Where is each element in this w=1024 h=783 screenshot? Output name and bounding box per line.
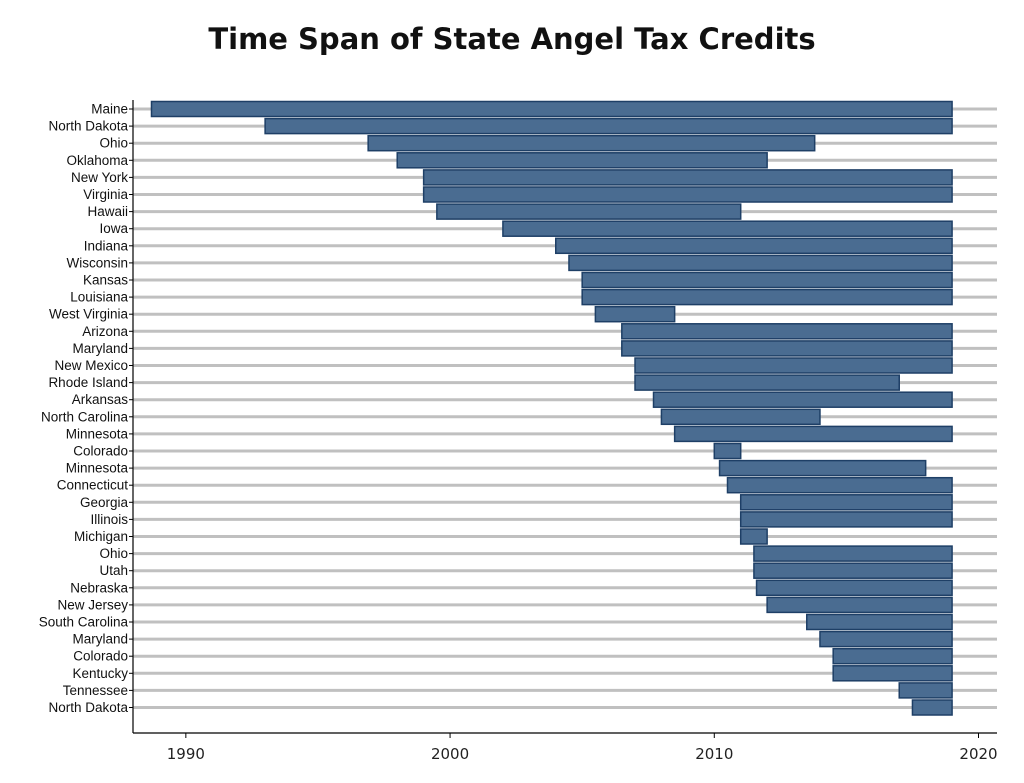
bar-maine xyxy=(150,100,953,118)
y-tick-label: Utah xyxy=(99,563,128,578)
bar-tennessee xyxy=(898,682,953,699)
y-tick-label: Minnesota xyxy=(66,426,129,441)
bar-louisiana xyxy=(581,288,953,306)
bar-illinois xyxy=(739,511,953,528)
y-tick-label: Georgia xyxy=(80,495,129,510)
bar-new-mexico xyxy=(634,357,953,374)
y-tick-label: Kentucky xyxy=(72,666,128,681)
bar-oklahoma xyxy=(396,152,768,169)
bar-new-york xyxy=(422,169,953,186)
y-tick-label: Iowa xyxy=(99,221,128,236)
bar-minnesota xyxy=(718,459,927,477)
bar-arizona xyxy=(621,323,953,340)
bar-north-carolina xyxy=(660,408,821,426)
x-tick-label: 2000 xyxy=(431,745,469,763)
bar-ohio xyxy=(753,545,953,562)
y-tick-label: New York xyxy=(71,170,128,185)
bar-west-virginia xyxy=(594,305,676,323)
bar-virginia xyxy=(422,186,953,203)
y-tick-label: North Carolina xyxy=(41,409,129,424)
y-tick-label: Louisiana xyxy=(70,290,128,305)
bar-new-jersey xyxy=(766,596,953,614)
y-tick-label: Colorado xyxy=(73,649,128,664)
y-tick-label: Michigan xyxy=(74,529,128,544)
bar-minnesota xyxy=(673,425,953,443)
bar-north-dakota xyxy=(264,117,953,135)
x-tick-label: 2020 xyxy=(959,745,997,763)
bar-michigan xyxy=(739,528,768,545)
bar-kentucky xyxy=(832,665,953,682)
bar-iowa xyxy=(502,220,953,237)
bar-indiana xyxy=(555,237,953,255)
axis-layer xyxy=(129,100,997,738)
bar-wisconsin xyxy=(568,254,953,272)
y-tick-label: Ohio xyxy=(99,136,128,151)
bar-arkansas xyxy=(652,391,953,408)
y-tick-label: Nebraska xyxy=(70,580,128,595)
y-tick-label: Tennessee xyxy=(63,683,128,698)
bar-north-dakota xyxy=(911,699,953,716)
y-tick-label: Hawaii xyxy=(87,204,128,219)
bar-maryland xyxy=(819,630,953,648)
y-tick-label: Maryland xyxy=(72,632,128,647)
chart-title: Time Span of State Angel Tax Credits xyxy=(208,22,816,56)
x-tick-labels: 1990 2000 2010 2020 xyxy=(167,745,998,763)
y-tick-labels: Maine North Dakota Ohio Oklahoma New York Vir… xyxy=(39,102,129,716)
y-tick-label: Maryland xyxy=(72,341,128,356)
x-tick-label: 2010 xyxy=(695,745,733,763)
y-tick-label: South Carolina xyxy=(39,615,129,630)
y-tick-label: North Dakota xyxy=(48,700,128,715)
bar-layer xyxy=(150,100,953,716)
y-tick-label: West Virginia xyxy=(49,307,129,322)
bar-ohio xyxy=(367,134,816,152)
bar-hawaii xyxy=(436,203,742,220)
bar-utah xyxy=(753,562,953,579)
y-tick-label: Oklahoma xyxy=(66,153,128,168)
bar-colorado xyxy=(832,647,953,665)
y-tick-label: Kansas xyxy=(83,273,128,288)
y-tick-label: Illinois xyxy=(90,512,128,527)
bar-maryland xyxy=(621,340,953,357)
bar-georgia xyxy=(739,494,953,511)
y-tick-label: Maine xyxy=(91,102,128,117)
x-tick-label: 1990 xyxy=(167,745,205,763)
y-tick-label: Connecticut xyxy=(57,478,129,493)
y-tick-label: Wisconsin xyxy=(66,255,128,270)
y-tick-label: Arizona xyxy=(82,324,128,339)
bar-kansas xyxy=(581,271,953,289)
y-tick-label: Ohio xyxy=(99,546,128,561)
y-tick-label: Arkansas xyxy=(72,392,129,407)
y-tick-label: Colorado xyxy=(73,444,128,459)
y-tick-label: Virginia xyxy=(83,187,128,202)
bar-nebraska xyxy=(755,579,953,597)
bar-connecticut xyxy=(726,476,953,494)
bar-rhode-island xyxy=(634,374,900,391)
y-tick-label: North Dakota xyxy=(48,119,128,134)
y-tick-label: Rhode Island xyxy=(48,375,128,390)
y-tick-label: New Jersey xyxy=(57,597,128,612)
bar-south-carolina xyxy=(806,613,953,631)
bar-colorado xyxy=(713,442,742,460)
y-tick-label: New Mexico xyxy=(54,358,128,373)
y-tick-label: Indiana xyxy=(84,238,129,253)
y-tick-label: Minnesota xyxy=(66,461,129,476)
